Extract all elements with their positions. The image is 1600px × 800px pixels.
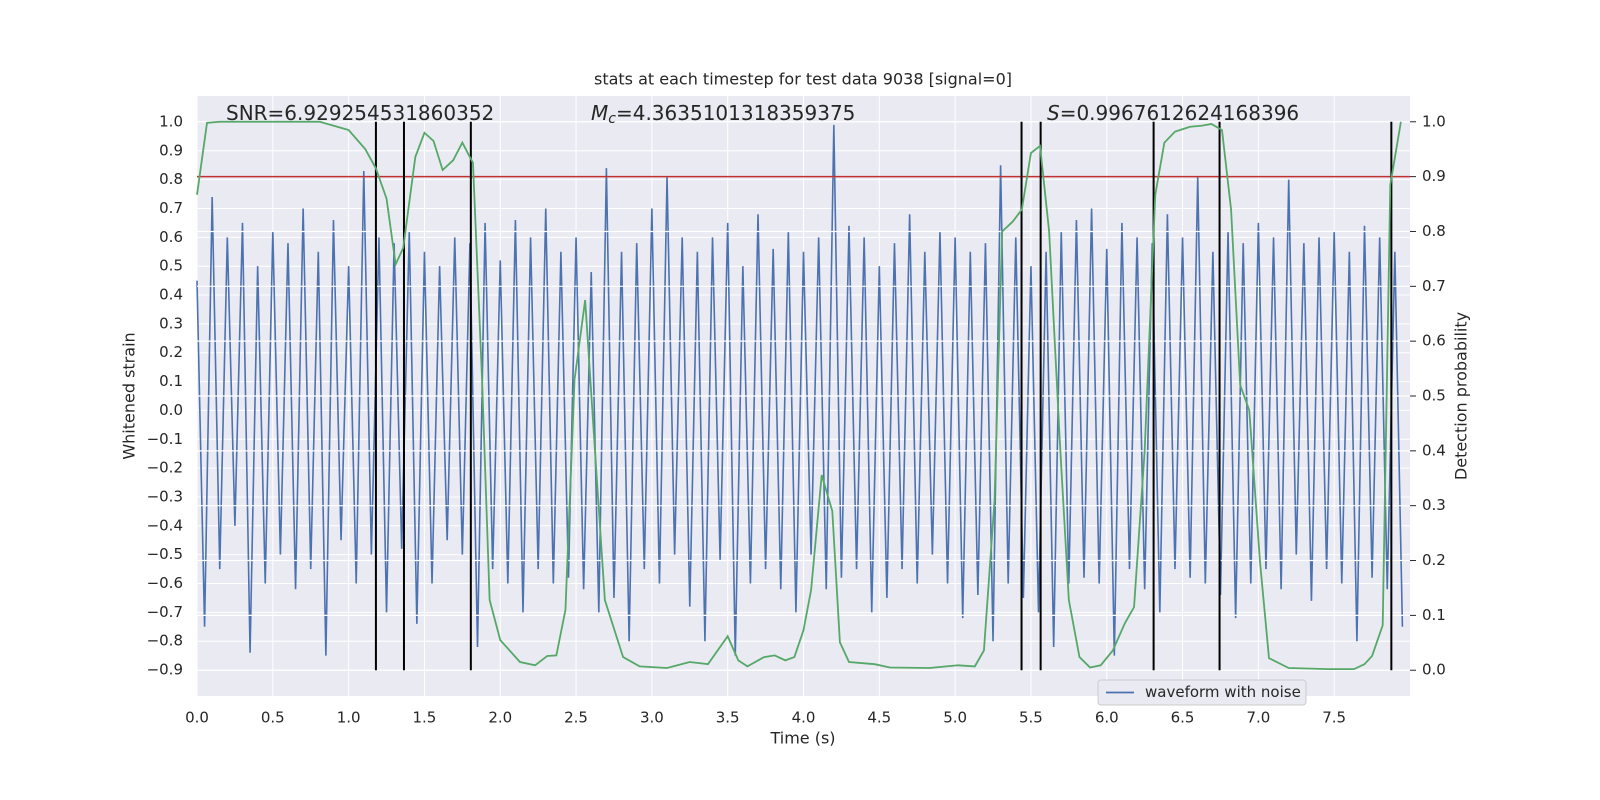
y2-tick-label: 0.4 xyxy=(1422,441,1446,459)
y-axis-label: Whitened strain xyxy=(120,332,139,459)
annotation-symbol: S xyxy=(1047,101,1060,125)
y2-axis-label: Detection probability xyxy=(1452,312,1471,480)
y-tick-label: 0.0 xyxy=(159,401,183,419)
x-tick-label: 2.5 xyxy=(564,709,588,727)
y2-tick-label: 0.6 xyxy=(1422,332,1446,350)
x-tick-label: 7.5 xyxy=(1322,709,1346,727)
y-tick-label: −0.8 xyxy=(147,632,183,650)
y2-tick-label: 0.0 xyxy=(1422,661,1446,679)
x-tick-label: 3.0 xyxy=(640,709,664,727)
y2-tick-label: 0.5 xyxy=(1422,387,1446,405)
y2-tick-label: 0.7 xyxy=(1422,277,1446,295)
x-axis-label: Time (s) xyxy=(769,729,835,748)
x-tick-label: 6.5 xyxy=(1171,709,1195,727)
y-tick-label: −0.5 xyxy=(147,545,183,563)
y2-tick-label: 0.1 xyxy=(1422,606,1446,624)
x-tick-label: 4.5 xyxy=(867,709,891,727)
y-tick-label: 0.9 xyxy=(159,141,183,159)
y2-tick-label: 0.2 xyxy=(1422,551,1446,569)
y-tick-label: −0.2 xyxy=(147,459,183,477)
y-tick-label: −0.7 xyxy=(147,603,183,621)
y-tick-label: 0.8 xyxy=(159,170,183,188)
annotation-symbol: M xyxy=(591,101,608,125)
x-tick-label: 3.5 xyxy=(716,709,740,727)
x-tick-label: 0.0 xyxy=(185,709,209,727)
y-tick-label: −0.3 xyxy=(147,487,183,505)
x-tick-label: 6.0 xyxy=(1095,709,1119,727)
x-tick-label: 2.0 xyxy=(488,709,512,727)
y-tick-label: 0.1 xyxy=(159,372,183,390)
x-tick-label: 0.5 xyxy=(261,709,285,727)
annotation-text: SNR=6.929254531860352 xyxy=(226,101,494,125)
x-tick-label: 7.0 xyxy=(1246,709,1270,727)
y-tick-label: −0.6 xyxy=(147,574,183,592)
x-tick-label: 1.5 xyxy=(413,709,437,727)
chart-title: stats at each timestep for test data 903… xyxy=(594,70,1012,89)
y-tick-label: 0.7 xyxy=(159,199,183,217)
y-tick-label: −0.1 xyxy=(147,430,183,448)
y-tick-label: 0.2 xyxy=(159,343,183,361)
y-tick-label: −0.9 xyxy=(147,661,183,679)
annotation-text: =4.3635101318359375 xyxy=(616,101,855,125)
y2-tick-label: 0.9 xyxy=(1422,167,1446,185)
y2-tick-label: 1.0 xyxy=(1422,112,1446,130)
y-tick-label: 0.5 xyxy=(159,257,183,275)
annotation-subscript: c xyxy=(608,111,616,127)
y-tick-label: −0.4 xyxy=(147,516,183,534)
annotation: S=0.9967612624168396 xyxy=(1047,101,1299,125)
y-tick-label: 0.4 xyxy=(159,286,183,304)
data-line xyxy=(196,120,1402,671)
annotation: Mc=4.3635101318359375 xyxy=(591,101,855,128)
legend-box xyxy=(1097,679,1307,706)
x-tick-label: 5.0 xyxy=(943,709,967,727)
x-tick-label: 1.0 xyxy=(337,709,361,727)
y-tick-label: 1.0 xyxy=(159,112,183,130)
y-tick-label: 0.6 xyxy=(159,228,183,246)
y2-tick-label: 0.8 xyxy=(1422,222,1446,240)
annotation-text: =0.9967612624168396 xyxy=(1060,101,1299,125)
x-tick-label: 4.0 xyxy=(792,709,816,727)
legend-label: waveform with noise xyxy=(1145,683,1301,701)
y-tick-label: 0.3 xyxy=(159,314,183,332)
y2-tick-label: 0.3 xyxy=(1422,496,1446,514)
annotation: SNR=6.929254531860352 xyxy=(226,101,494,125)
x-tick-label: 5.5 xyxy=(1019,709,1043,727)
